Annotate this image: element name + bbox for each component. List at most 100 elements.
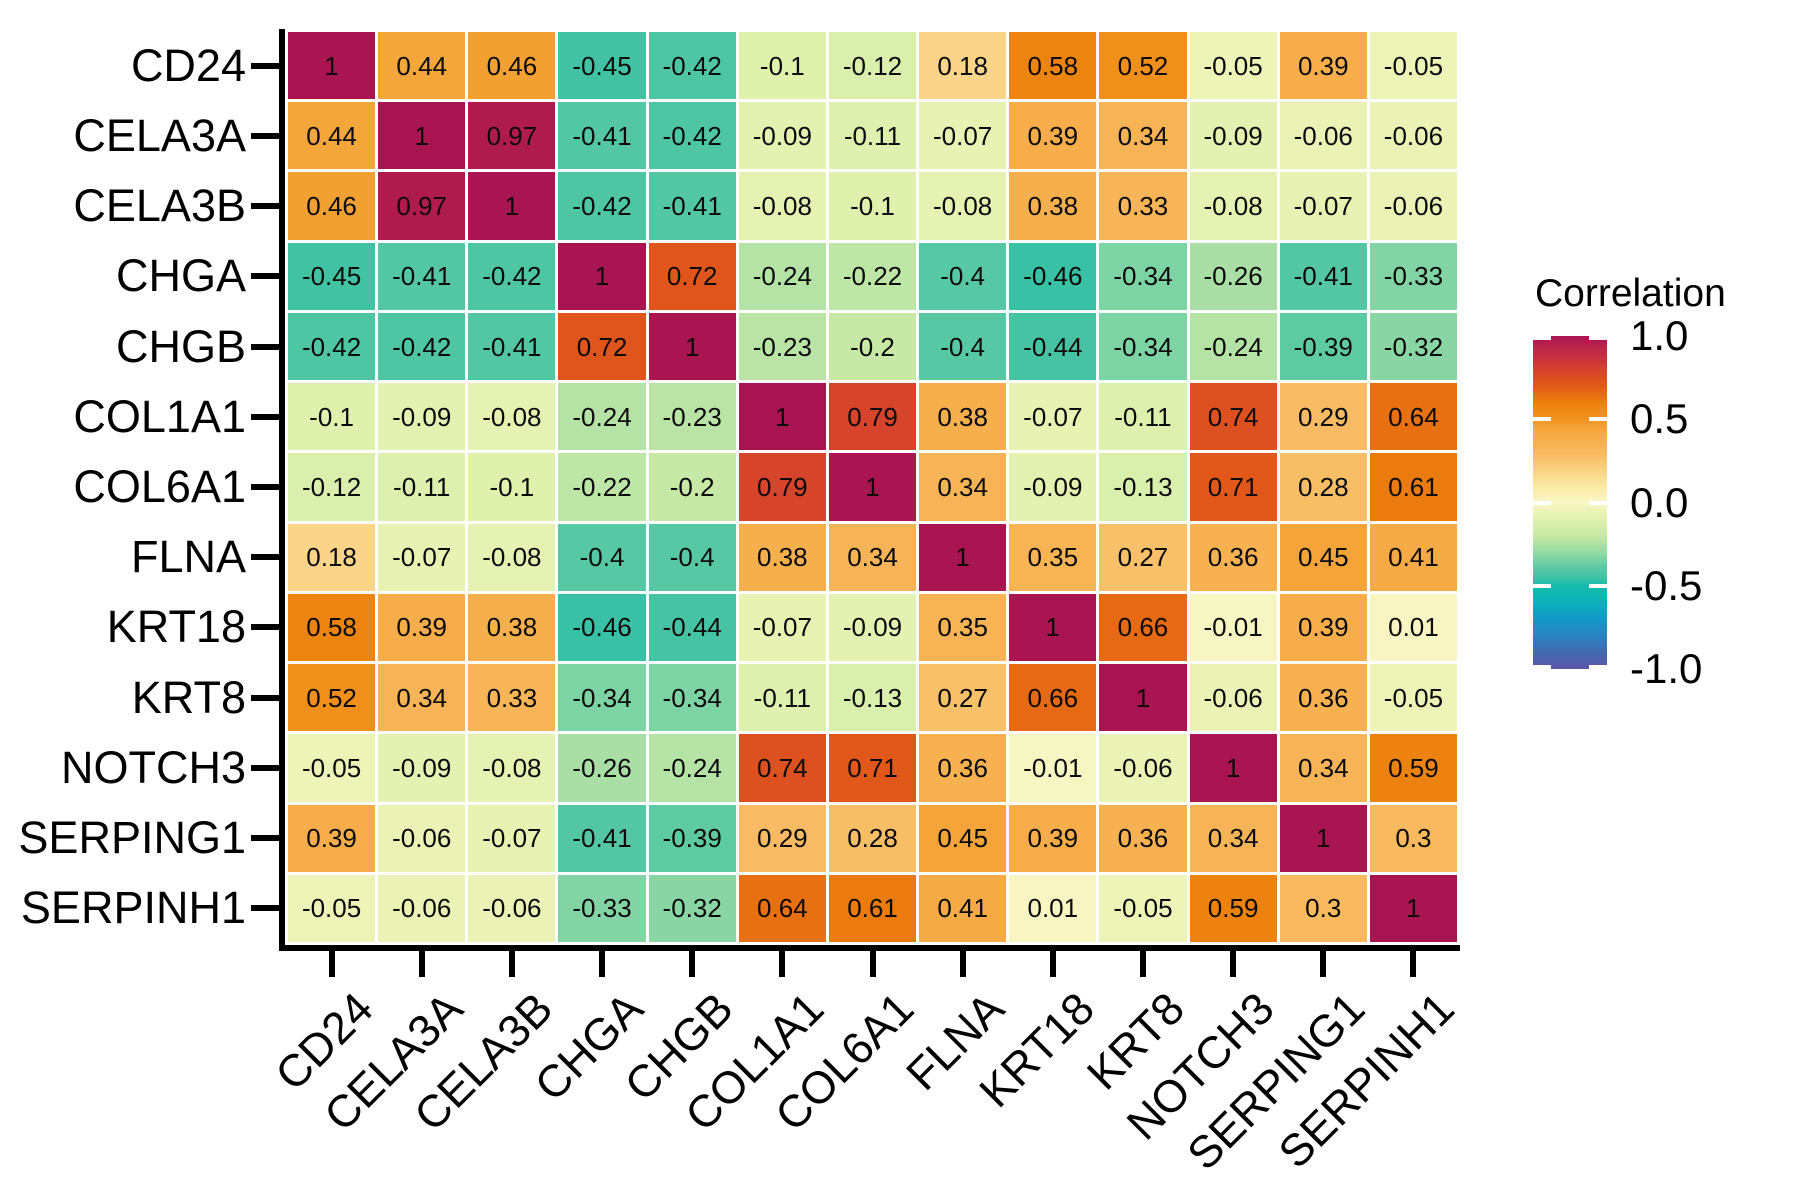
heatmap-cell: -0.4 (919, 242, 1007, 310)
heatmap-cell: -0.11 (828, 102, 917, 170)
heatmap-cell: -0.13 (828, 664, 917, 732)
y-axis-tick (251, 273, 280, 280)
heatmap-cell: -0.4 (558, 523, 646, 591)
heatmap-cell: -0.42 (378, 312, 466, 381)
heatmap-cell: -0.11 (378, 453, 466, 521)
heatmap-cell: 1 (1189, 734, 1277, 802)
heatmap-cell: 0.44 (288, 102, 376, 170)
heatmap-cell: -0.05 (288, 874, 376, 942)
heatmap-cell: 0.39 (378, 593, 466, 662)
heatmap-cell: -0.34 (1099, 242, 1187, 310)
heatmap-cell: -0.24 (1189, 312, 1277, 381)
heatmap-cell: -0.45 (558, 32, 646, 100)
heatmap-cell: 0.74 (738, 734, 826, 802)
heatmap-cell: 0.34 (828, 523, 917, 591)
heatmap-cell: -0.42 (288, 312, 376, 381)
x-axis-line (279, 945, 1460, 951)
heatmap-cell: 0.39 (1279, 593, 1367, 662)
x-axis-tick (599, 951, 606, 977)
heatmap-cell: 1 (648, 312, 736, 381)
heatmap-cell: 0.44 (378, 32, 466, 100)
heatmap-cell: 0.61 (1369, 453, 1457, 521)
heatmap-cell: -0.08 (738, 172, 826, 240)
heatmap-cell: 0.64 (738, 874, 826, 942)
legend-tick-mark (1533, 417, 1551, 422)
y-axis-label: CELA3B (73, 180, 246, 232)
y-axis-label: CHGB (115, 320, 246, 372)
heatmap-cell: -0.22 (558, 453, 646, 521)
heatmap-cell: 0.45 (1279, 523, 1367, 591)
heatmap-cell: 1 (1009, 593, 1097, 662)
legend-tick-mark (1533, 336, 1551, 340)
heatmap-cell: -0.06 (378, 804, 466, 872)
heatmap-cell: -0.42 (648, 32, 736, 100)
heatmap-cell: 0.3 (1279, 874, 1367, 942)
heatmap-cell: 0.39 (1009, 804, 1097, 872)
heatmap-cell: 0.38 (1009, 172, 1097, 240)
heatmap-cell: -0.44 (648, 593, 736, 662)
heatmap-cell: -0.06 (1099, 734, 1187, 802)
legend-tick-mark (1533, 665, 1551, 669)
y-axis-tick (251, 484, 280, 490)
x-axis-tick (508, 951, 515, 977)
heatmap-cell: 0.72 (558, 312, 646, 381)
heatmap-cell: 0.35 (1009, 523, 1097, 591)
heatmap-cell: -0.24 (648, 734, 736, 802)
x-axis-tick (1049, 951, 1056, 977)
heatmap-cell: -0.46 (1009, 242, 1097, 310)
heatmap-cell: -0.23 (738, 312, 826, 381)
x-axis-tick (1139, 951, 1146, 977)
heatmap-cell: -0.07 (1279, 172, 1367, 240)
heatmap-cell: 0.38 (919, 383, 1007, 451)
heatmap-cell: 1 (738, 383, 826, 451)
x-axis-tick (418, 951, 425, 977)
y-axis-label: CD24 (130, 39, 246, 91)
heatmap-cell: -0.41 (1279, 242, 1367, 310)
legend-tick-mark (1589, 417, 1607, 422)
y-axis-label: COL6A1 (73, 461, 246, 512)
heatmap-cell: 0.41 (1369, 523, 1457, 591)
heatmap-cell: -0.41 (378, 242, 466, 310)
heatmap-cell: -0.26 (558, 734, 646, 802)
heatmap-cell: 0.38 (468, 593, 556, 662)
heatmap-cell: -0.05 (288, 734, 376, 802)
heatmap-cell: -0.42 (468, 242, 556, 310)
y-axis-label: SERPING1 (18, 812, 246, 864)
heatmap-cell: 0.34 (1279, 734, 1367, 802)
heatmap-cell: -0.33 (558, 874, 646, 942)
y-axis-label: SERPINH1 (20, 882, 246, 934)
heatmap-cell: 0.59 (1369, 734, 1457, 802)
heatmap-cell: 0.35 (919, 593, 1007, 662)
heatmap-cell: -0.44 (1009, 312, 1097, 381)
heatmap-cell: 0.36 (1189, 523, 1277, 591)
heatmap-cell: -0.09 (828, 593, 917, 662)
heatmap-cell: -0.34 (1099, 312, 1187, 381)
heatmap-cell: -0.26 (1189, 242, 1277, 310)
heatmap-cell: -0.07 (738, 593, 826, 662)
y-axis-tick (251, 343, 280, 350)
heatmap-cell: 0.59 (1189, 874, 1277, 942)
y-axis-label: COL1A1 (73, 390, 246, 442)
heatmap-cell: -0.07 (468, 804, 556, 872)
heatmap-cell: -0.08 (468, 523, 556, 591)
heatmap-cell: 0.46 (468, 32, 556, 100)
heatmap-cell: 0.33 (468, 664, 556, 732)
heatmap-cell: 0.18 (919, 32, 1007, 100)
heatmap-cell: -0.1 (738, 32, 826, 100)
heatmap-cell: -0.05 (1189, 32, 1277, 100)
heatmap-cell: -0.09 (738, 102, 826, 170)
heatmap-cell: 0.66 (1009, 664, 1097, 732)
heatmap-cell: 0.52 (1099, 32, 1187, 100)
heatmap-cell: -0.41 (648, 172, 736, 240)
heatmap-cell: 1 (378, 102, 466, 170)
x-axis-tick (1320, 951, 1327, 977)
heatmap-cell: -0.01 (1009, 734, 1097, 802)
heatmap-cell: -0.06 (1369, 172, 1457, 240)
heatmap-cell: -0.05 (1099, 874, 1187, 942)
legend-tick-mark (1589, 583, 1607, 588)
legend-tick-label: -0.5 (1630, 561, 1703, 609)
heatmap-cell: -0.01 (1189, 593, 1277, 662)
heatmap-cell: 1 (828, 453, 917, 521)
y-axis-tick (251, 624, 280, 631)
